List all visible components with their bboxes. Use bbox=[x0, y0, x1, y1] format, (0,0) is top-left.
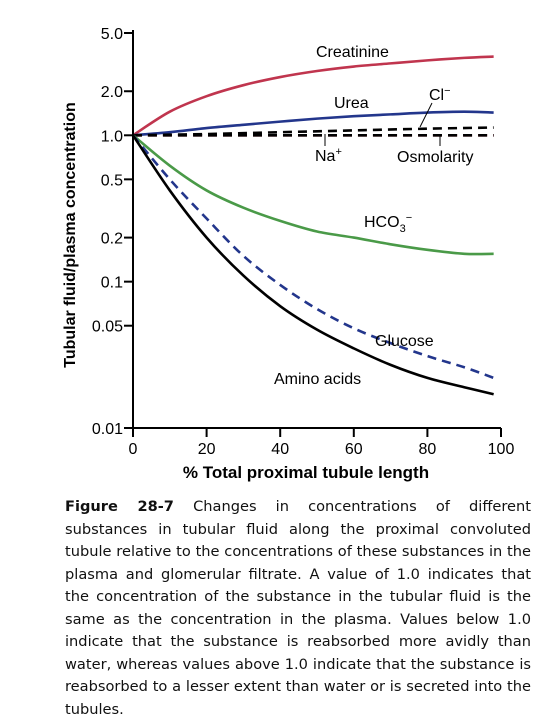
y-tick-label: 0.5 bbox=[101, 172, 123, 189]
series-line-hco3 bbox=[132, 134, 494, 256]
caption-text: Changes in concentrations of different s… bbox=[65, 498, 531, 718]
series-line-creatinine bbox=[132, 55, 494, 137]
x-tick-label: 40 bbox=[271, 441, 289, 458]
y-tick-label: 5.0 bbox=[101, 26, 123, 43]
y-tick-label: 0.1 bbox=[101, 275, 123, 292]
series-line-urea bbox=[132, 110, 494, 137]
y-tick-label: 0.2 bbox=[101, 231, 123, 248]
annotation-osmolarity: Osmolarity bbox=[397, 149, 473, 166]
annotation-chloride: Cl− bbox=[429, 85, 451, 104]
annotation-bicarbonate: HCO3− bbox=[364, 212, 412, 235]
x-tick-label: 0 bbox=[129, 441, 138, 458]
leader-chloride bbox=[419, 102, 433, 128]
y-tick-label: 0.01 bbox=[92, 421, 123, 438]
annotation-amino-acids: Amino acids bbox=[274, 371, 361, 388]
series-line-amino-acids bbox=[131, 134, 494, 396]
x-tick-label: 80 bbox=[419, 441, 437, 458]
x-axis-label: % Total proximal tubule length bbox=[183, 463, 429, 482]
label-layer: Creatinine Urea Cl− Na+ Osmolarity HCO3−… bbox=[62, 44, 473, 482]
annotation-glucose: Glucose bbox=[375, 333, 434, 350]
y-tick-label: 1.0 bbox=[101, 128, 123, 145]
axes-layer: 0.01 0.05 0.1 0.2 0.5 1.0 2.0 5.0 0 20 40 60 80 100 bbox=[92, 26, 515, 458]
x-tick-label: 100 bbox=[488, 441, 515, 458]
figure-caption: Figure 28-7 Changes in concentrations of… bbox=[65, 496, 531, 721]
annotation-urea: Urea bbox=[334, 95, 369, 112]
series-layer bbox=[131, 55, 495, 396]
chart: 0.01 0.05 0.1 0.2 0.5 1.0 2.0 5.0 0 20 40 60 80 100 C… bbox=[62, 26, 515, 482]
x-tick-label: 60 bbox=[345, 441, 363, 458]
annotation-creatinine: Creatinine bbox=[316, 44, 389, 61]
annotation-sodium: Na+ bbox=[315, 146, 342, 165]
y-tick-label: 0.05 bbox=[92, 319, 123, 336]
series-line-glucose bbox=[132, 134, 495, 380]
caption-label: Figure 28-7 bbox=[65, 498, 174, 515]
y-axis-label: Tubular fluid/plasma concentration bbox=[62, 102, 79, 368]
y-tick-label: 2.0 bbox=[101, 84, 123, 101]
x-tick-label: 20 bbox=[198, 441, 216, 458]
